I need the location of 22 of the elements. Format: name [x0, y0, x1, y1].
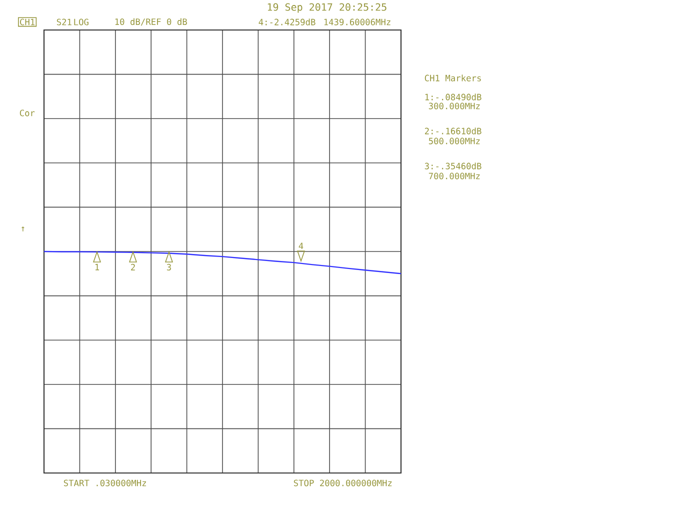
text: 2:-.16610dB — [424, 128, 482, 134]
text: 700.000MHz — [428, 172, 480, 180]
text: STOP 2000.000000MHz — [294, 480, 392, 486]
text: 500.000MHz — [428, 138, 480, 144]
text: ↑ — [22, 226, 24, 232]
text: 1439.60006MHz — [324, 18, 390, 26]
annotation: 1 — [95, 264, 100, 270]
chart-title: 19 Sep 2017 20:25:25 — [268, 3, 386, 13]
text: 1:-.08490dB — [425, 94, 482, 100]
annotation: 2 — [131, 264, 135, 270]
text: CH1 — [20, 18, 35, 26]
text: START .030000MHz — [64, 480, 146, 486]
text: 300.000MHz — [428, 102, 480, 110]
text: 4 — [298, 242, 304, 250]
annotation: 3 — [166, 264, 171, 270]
text: CH1 Markers — [424, 74, 481, 82]
text: 10 dB/REF 0 dB — [115, 18, 187, 26]
text: LOG — [74, 18, 88, 26]
text: 3:-.35460dB — [424, 162, 482, 170]
text: Cor — [20, 110, 35, 116]
text: 4:-2.4259dB — [258, 18, 316, 26]
text: S21 — [56, 18, 72, 26]
